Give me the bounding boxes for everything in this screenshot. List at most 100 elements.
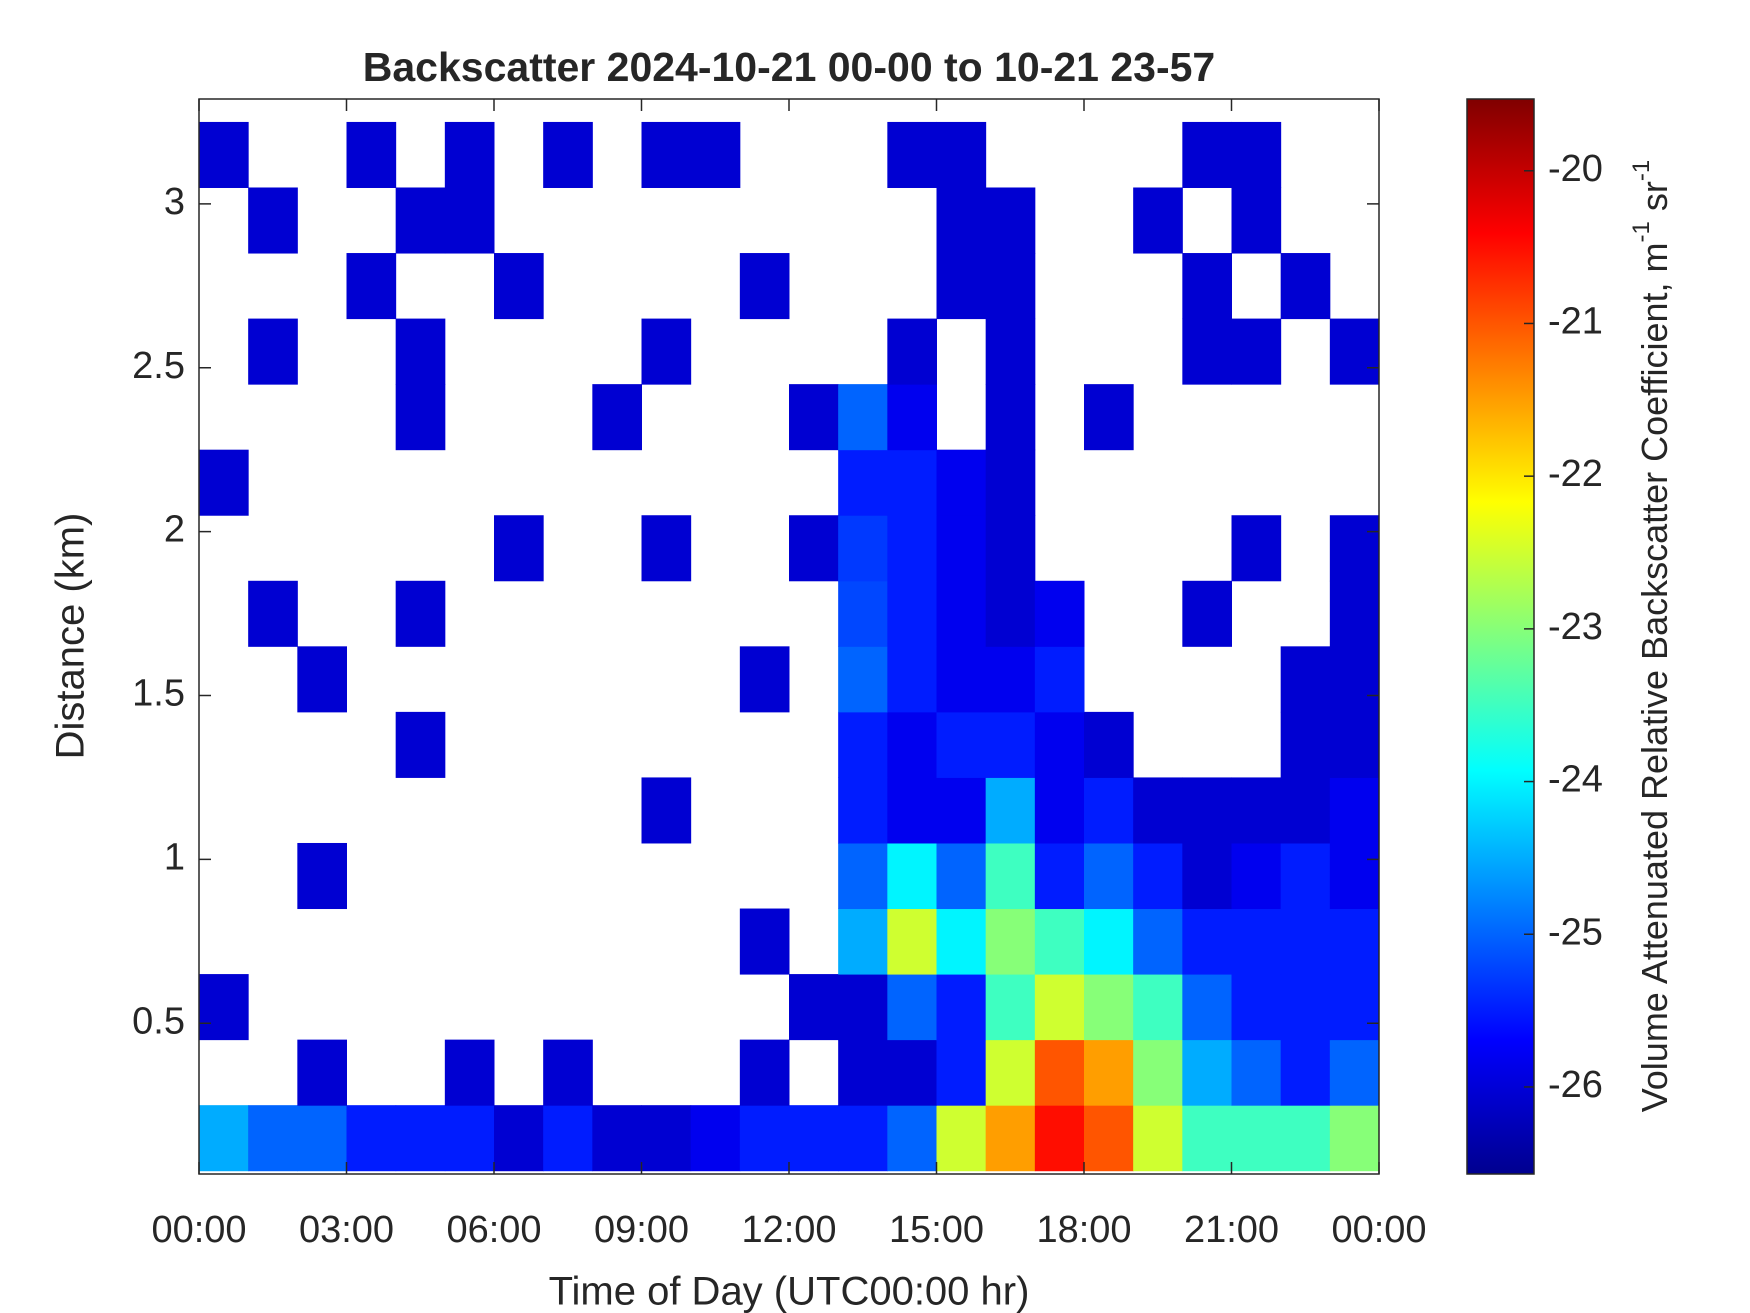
heatmap-cell (1280, 711, 1331, 778)
heatmap-cell (395, 384, 446, 451)
heatmap-cell (1182, 121, 1232, 188)
heatmap-cell (1034, 974, 1085, 1041)
heatmap-cell (641, 777, 692, 844)
colorbar-label: Volume Attenuated Relative Backscatter C… (1628, 160, 1674, 1113)
heatmap-cell (248, 580, 298, 647)
heatmap-cell (936, 711, 987, 778)
heatmap-cell (739, 253, 790, 320)
heatmap-cell (936, 842, 987, 910)
heatmap-cell (1133, 187, 1183, 254)
heatmap-cell (838, 842, 888, 910)
heatmap-cell (1034, 711, 1085, 778)
heatmap-cell (936, 187, 987, 254)
heatmap-cell (887, 908, 937, 975)
heatmap-cell (199, 121, 249, 188)
x-tick-label: 21:00 (1184, 1209, 1279, 1251)
heatmap-cell (1034, 646, 1085, 713)
heatmap-cell (789, 1105, 839, 1172)
heatmap-cell (395, 318, 446, 385)
heatmap-cell (1231, 842, 1282, 910)
colorbar (1466, 98, 1535, 1175)
heatmap-cell (297, 1105, 347, 1172)
heatmap-cell (346, 1105, 397, 1172)
heatmap-cell (444, 1105, 495, 1172)
heatmap-cell (887, 580, 937, 647)
heatmap-cell (838, 711, 888, 778)
y-tick-label: 2.5 (132, 345, 185, 387)
heatmap-cell (297, 1039, 347, 1106)
heatmap-cell (936, 1039, 987, 1106)
heatmap-cell (690, 121, 741, 188)
heatmap-cell (936, 974, 987, 1041)
chart-title: Backscatter 2024-10-21 00-00 to 10-21 23… (363, 44, 1215, 90)
heatmap-cell (297, 646, 347, 713)
heatmap-cell (1329, 646, 1380, 713)
heatmap-cell (592, 384, 642, 451)
colorbar-tick-label: -26 (1548, 1064, 1603, 1106)
heatmap-cell (641, 1105, 692, 1172)
heatmap-cell (887, 777, 937, 844)
heatmap-cell (1329, 777, 1380, 844)
heatmap-cell (1084, 842, 1134, 910)
heatmap-cell (444, 1039, 495, 1106)
colorbar-label-sup: -1 (1628, 221, 1655, 242)
heatmap-cell (1329, 842, 1380, 910)
heatmap-cell (1329, 515, 1380, 582)
heatmap-cell (887, 646, 937, 713)
heatmap-cell (1329, 1105, 1380, 1172)
heatmap-cell (838, 1105, 888, 1172)
heatmap-cell (1231, 1039, 1282, 1106)
heatmap-cell (494, 1105, 544, 1172)
heatmap-cell (936, 1105, 987, 1172)
heatmap-cell (592, 1105, 642, 1172)
heatmap-cell (985, 187, 1036, 254)
colorbar-label-text: sr (1634, 181, 1675, 221)
heatmap-cell (248, 1105, 298, 1172)
heatmap-cell (739, 646, 790, 713)
heatmap-cell (1280, 908, 1331, 975)
heatmap-cell (494, 253, 544, 320)
heatmap-cell (494, 515, 544, 582)
heatmap-cell (936, 449, 987, 516)
heatmap-cell (739, 1105, 790, 1172)
y-tick-label: 1 (164, 836, 185, 878)
heatmap-cell (838, 777, 888, 844)
heatmap-cell (936, 777, 987, 844)
heatmap-cell (1182, 253, 1232, 320)
x-tick-label: 09:00 (594, 1209, 689, 1251)
heatmap-cell (444, 121, 495, 188)
heatmap-cell (838, 908, 888, 975)
heatmap-cell (985, 646, 1036, 713)
heatmap-cell (248, 187, 298, 254)
heatmap-cell (1133, 1105, 1183, 1172)
heatmap-cell (1084, 1039, 1134, 1106)
heatmap-cell (1329, 974, 1380, 1041)
heatmap-cell (887, 711, 937, 778)
heatmap-cell (838, 580, 888, 647)
heatmap-cell (985, 711, 1036, 778)
heatmap-cell (641, 121, 692, 188)
heatmap-cell (838, 449, 888, 516)
heatmap-cell (346, 253, 397, 320)
colorbar-tick-label: -20 (1548, 148, 1603, 190)
heatmap-cell (1231, 121, 1282, 188)
heatmap-cell (1084, 908, 1134, 975)
heatmap-cell (985, 318, 1036, 385)
heatmap-cell (838, 974, 888, 1041)
heatmap-cell (1231, 777, 1282, 844)
heatmap-cell (1280, 777, 1331, 844)
heatmap-cell (789, 974, 839, 1041)
heatmap-cell (887, 974, 937, 1041)
heatmap-cell (1034, 777, 1085, 844)
heatmap-cell (887, 384, 937, 451)
heatmap-cell (1034, 580, 1085, 647)
heatmap-cell (1182, 974, 1232, 1041)
heatmap-cell (1231, 187, 1282, 254)
y-tick-label: 2 (164, 509, 185, 551)
heatmap-cell (739, 908, 790, 975)
heatmap-cell (985, 777, 1036, 844)
heatmap-cell (297, 842, 347, 910)
heatmap-cell (641, 318, 692, 385)
heatmap-cell (887, 318, 937, 385)
heatmap-cell (1231, 974, 1282, 1041)
